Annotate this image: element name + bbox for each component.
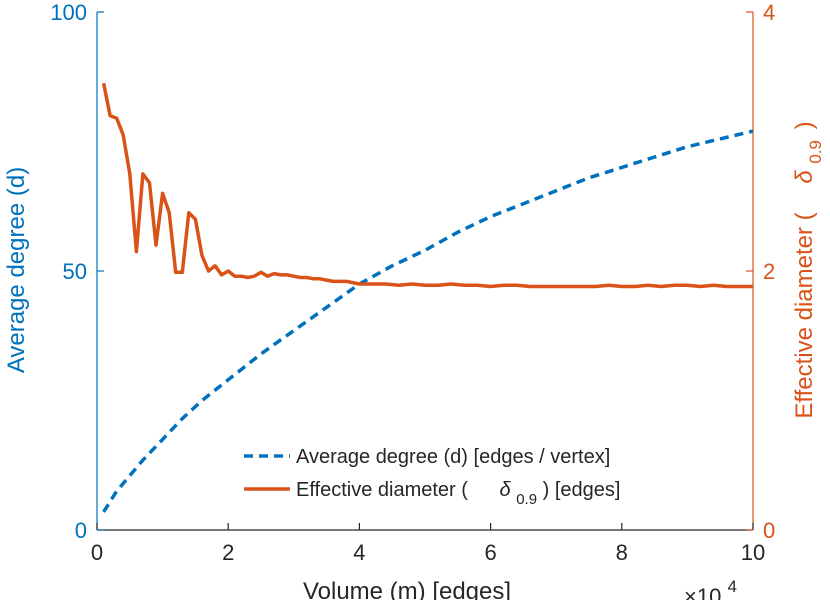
x-axis-multiplier: ×10 4 — [684, 577, 737, 600]
series-effective-diameter-line — [101, 82, 753, 289]
left-axis-label: Average degree (d) — [3, 167, 30, 373]
legend-label-effective-diameter-main: Effective diameter ( — [296, 479, 468, 501]
right-axis-label-main: Effective diameter ( — [791, 212, 818, 418]
right-axis-label-subscript: 0.9 — [806, 140, 825, 164]
right-tick-label: 0 — [763, 518, 775, 543]
legend: Average degree (d) [edges / vertex] Effe… — [244, 446, 620, 509]
right-tick-label: 2 — [763, 259, 775, 284]
left-tick-label: 100 — [50, 0, 87, 25]
left-tick-label: 50 — [63, 259, 87, 284]
x-axis-label: Volume (m) [edges] — [303, 578, 511, 600]
legend-label-effective-diameter-subscript: 0.9 — [516, 491, 537, 508]
x-tick-label: 10 — [741, 540, 765, 565]
right-axis-label-close: ) — [791, 121, 818, 129]
x-tick-label: 2 — [222, 540, 234, 565]
x-tick-label: 6 — [484, 540, 496, 565]
x-tick-label: 0 — [91, 540, 103, 565]
series-average-degree-line — [102, 129, 754, 513]
left-tick-label: 0 — [75, 518, 87, 543]
right-tick-label: 4 — [763, 0, 775, 25]
legend-label-effective-diameter: Effective diameter ( δ 0.9 ) [edges] — [296, 479, 620, 509]
legend-label-average-degree: Average degree (d) [edges / vertex] — [296, 446, 610, 468]
legend-label-effective-diameter-symbol: δ — [500, 479, 512, 501]
right-axis-label-symbol: δ — [791, 170, 818, 184]
x-tick-label: 8 — [616, 540, 628, 565]
plot-series — [101, 82, 754, 513]
x-axis-multiplier-exponent: 4 — [727, 577, 736, 596]
x-tick-label: 4 — [353, 540, 365, 565]
x-axis-multiplier-base: ×10 — [684, 584, 721, 600]
legend-label-effective-diameter-close: ) [edges] — [543, 479, 621, 501]
right-axis-label: Effective diameter ( δ 0.9 ) — [791, 121, 827, 418]
